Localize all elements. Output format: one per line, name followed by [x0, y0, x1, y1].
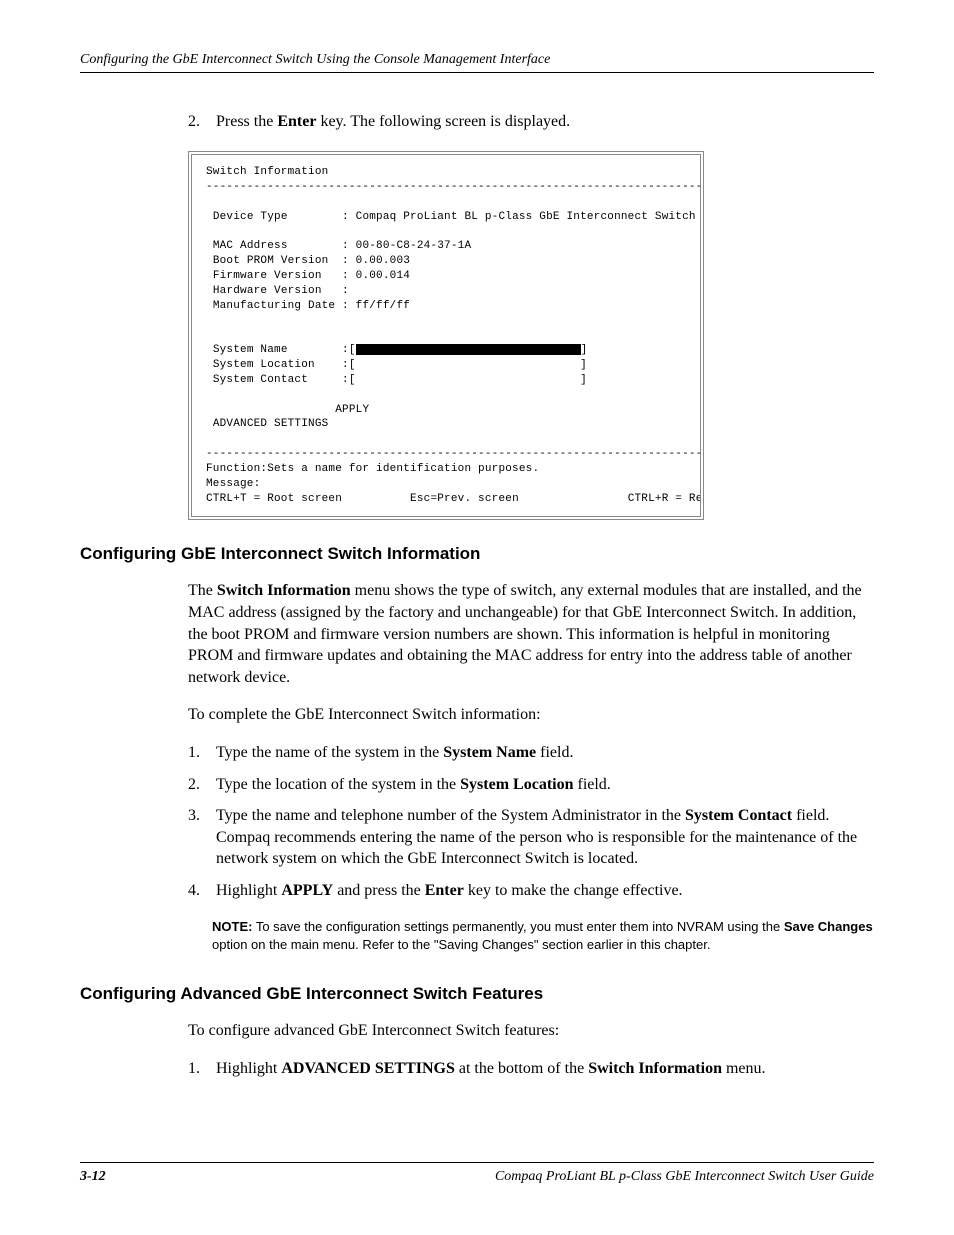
step-2: 2. Type the location of the system in th…	[188, 774, 874, 796]
page-number: 3-12	[80, 1169, 106, 1185]
section1-paragraph-1: The Switch Information menu shows the ty…	[188, 580, 874, 688]
guide-title: Compaq ProLiant BL p-Class GbE Interconn…	[495, 1169, 874, 1185]
section2-content: To configure advanced GbE Interconnect S…	[80, 1020, 874, 1079]
document-page: Configuring the GbE Interconnect Switch …	[0, 0, 954, 1235]
section2-step-1: 1. Highlight ADVANCED SETTINGS at the bo…	[188, 1058, 874, 1080]
console-title: Switch Information	[206, 166, 328, 178]
running-title: Configuring the GbE Interconnect Switch …	[80, 52, 550, 67]
section-heading-2: Configuring Advanced GbE Interconnect Sw…	[80, 984, 874, 1004]
step-1: 1. Type the name of the system in the Sy…	[188, 742, 874, 764]
page-content: 2. Press the Enter key. The following sc…	[80, 113, 874, 520]
page-header: Configuring the GbE Interconnect Switch …	[80, 50, 874, 73]
intro-step: 2. Press the Enter key. The following sc…	[188, 113, 874, 131]
section2-paragraph-1: To configure advanced GbE Interconnect S…	[188, 1020, 874, 1042]
step-4: 4. Highlight APPLY and press the Enter k…	[188, 880, 874, 902]
console-screenshot: Switch Information ---------------------…	[188, 151, 704, 520]
console-divider: ----------------------------------------…	[206, 181, 704, 193]
section1-paragraph-2: To complete the GbE Interconnect Switch …	[188, 704, 874, 726]
step-3: 3. Type the name and telephone number of…	[188, 805, 874, 870]
page-footer: 3-12 Compaq ProLiant BL p-Class GbE Inte…	[80, 1162, 874, 1185]
step-text: Press the Enter key. The following scree…	[216, 113, 570, 131]
section1-steps: 1. Type the name of the system in the Sy…	[188, 742, 874, 902]
section2-steps: 1. Highlight ADVANCED SETTINGS at the bo…	[188, 1058, 874, 1080]
console-divider-2: ----------------------------------------…	[206, 448, 704, 460]
section-heading-1: Configuring GbE Interconnect Switch Info…	[80, 544, 874, 564]
system-name-field	[356, 344, 581, 355]
step-number: 2.	[188, 113, 206, 131]
section1-content: The Switch Information menu shows the ty…	[80, 580, 874, 954]
note-block: NOTE: To save the configuration settings…	[212, 918, 874, 954]
